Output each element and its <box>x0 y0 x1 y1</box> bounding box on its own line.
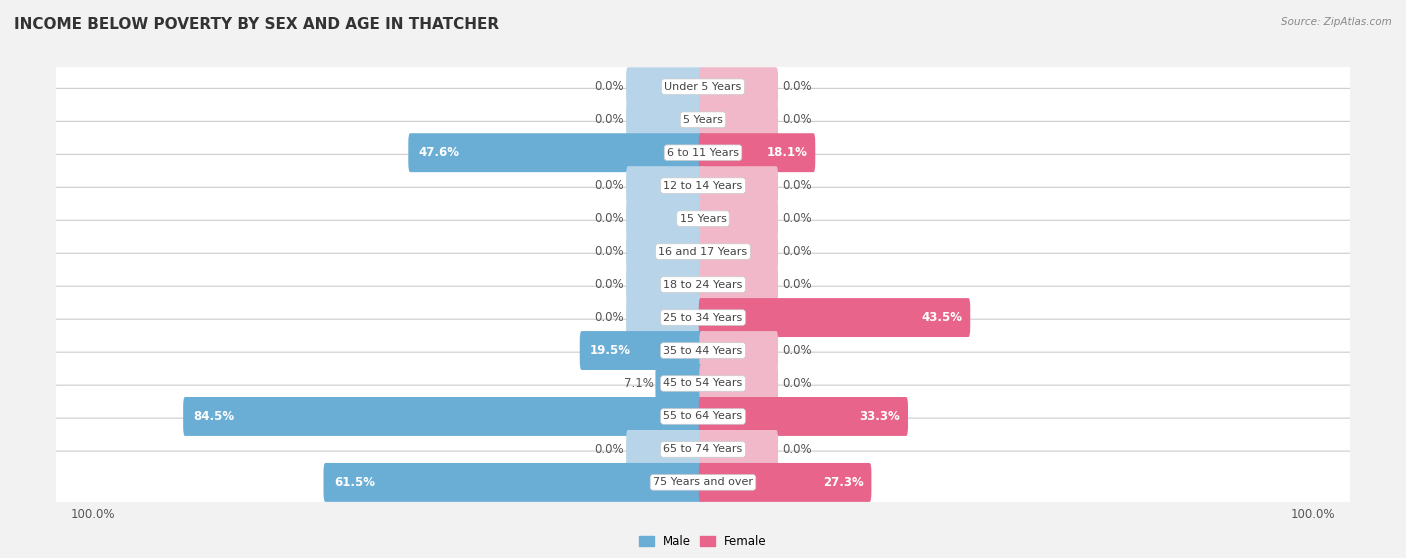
Text: Under 5 Years: Under 5 Years <box>665 81 741 92</box>
Text: 65 to 74 Years: 65 to 74 Years <box>664 444 742 454</box>
FancyBboxPatch shape <box>626 166 704 205</box>
Text: 6 to 11 Years: 6 to 11 Years <box>666 148 740 158</box>
Text: 35 to 44 Years: 35 to 44 Years <box>664 345 742 355</box>
FancyBboxPatch shape <box>699 331 778 370</box>
FancyBboxPatch shape <box>408 133 704 172</box>
FancyBboxPatch shape <box>655 364 704 403</box>
Text: 7.1%: 7.1% <box>624 377 654 390</box>
FancyBboxPatch shape <box>699 68 778 106</box>
FancyBboxPatch shape <box>699 430 778 469</box>
Text: 0.0%: 0.0% <box>782 245 811 258</box>
FancyBboxPatch shape <box>53 253 1353 316</box>
FancyBboxPatch shape <box>699 397 908 436</box>
Text: 0.0%: 0.0% <box>782 179 811 192</box>
Text: 45 to 54 Years: 45 to 54 Years <box>664 378 742 388</box>
FancyBboxPatch shape <box>699 100 778 139</box>
FancyBboxPatch shape <box>699 166 778 205</box>
Text: 27.3%: 27.3% <box>823 476 863 489</box>
FancyBboxPatch shape <box>699 364 778 403</box>
Text: 18.1%: 18.1% <box>766 146 807 159</box>
FancyBboxPatch shape <box>53 418 1353 481</box>
Text: 43.5%: 43.5% <box>921 311 962 324</box>
Text: 0.0%: 0.0% <box>595 443 624 456</box>
FancyBboxPatch shape <box>626 298 704 337</box>
FancyBboxPatch shape <box>53 55 1353 118</box>
FancyBboxPatch shape <box>626 265 704 304</box>
FancyBboxPatch shape <box>53 385 1353 448</box>
Text: 12 to 14 Years: 12 to 14 Years <box>664 181 742 191</box>
Text: Source: ZipAtlas.com: Source: ZipAtlas.com <box>1281 17 1392 27</box>
FancyBboxPatch shape <box>323 463 704 502</box>
FancyBboxPatch shape <box>626 232 704 271</box>
FancyBboxPatch shape <box>626 199 704 238</box>
Text: 19.5%: 19.5% <box>591 344 631 357</box>
Text: 0.0%: 0.0% <box>595 113 624 126</box>
FancyBboxPatch shape <box>699 463 872 502</box>
FancyBboxPatch shape <box>53 155 1353 217</box>
FancyBboxPatch shape <box>699 232 778 271</box>
Legend: Male, Female: Male, Female <box>634 531 772 553</box>
Text: 0.0%: 0.0% <box>595 311 624 324</box>
FancyBboxPatch shape <box>699 199 778 238</box>
Text: 0.0%: 0.0% <box>782 113 811 126</box>
Text: 16 and 17 Years: 16 and 17 Years <box>658 247 748 257</box>
Text: INCOME BELOW POVERTY BY SEX AND AGE IN THATCHER: INCOME BELOW POVERTY BY SEX AND AGE IN T… <box>14 17 499 32</box>
FancyBboxPatch shape <box>699 265 778 304</box>
FancyBboxPatch shape <box>53 187 1353 250</box>
Text: 0.0%: 0.0% <box>595 80 624 93</box>
Text: 0.0%: 0.0% <box>782 377 811 390</box>
Text: 15 Years: 15 Years <box>679 214 727 224</box>
Text: 25 to 34 Years: 25 to 34 Years <box>664 312 742 323</box>
Text: 84.5%: 84.5% <box>194 410 235 423</box>
Text: 33.3%: 33.3% <box>859 410 900 423</box>
Text: 0.0%: 0.0% <box>595 179 624 192</box>
FancyBboxPatch shape <box>53 286 1353 349</box>
FancyBboxPatch shape <box>699 133 815 172</box>
Text: 0.0%: 0.0% <box>782 344 811 357</box>
Text: 0.0%: 0.0% <box>782 278 811 291</box>
Text: 61.5%: 61.5% <box>333 476 375 489</box>
Text: 47.6%: 47.6% <box>419 146 460 159</box>
FancyBboxPatch shape <box>53 451 1353 514</box>
FancyBboxPatch shape <box>579 331 704 370</box>
FancyBboxPatch shape <box>699 298 970 337</box>
Text: 0.0%: 0.0% <box>782 80 811 93</box>
Text: 18 to 24 Years: 18 to 24 Years <box>664 280 742 290</box>
FancyBboxPatch shape <box>183 397 704 436</box>
Text: 0.0%: 0.0% <box>782 443 811 456</box>
Text: 55 to 64 Years: 55 to 64 Years <box>664 411 742 421</box>
Text: 75 Years and over: 75 Years and over <box>652 478 754 488</box>
Text: 0.0%: 0.0% <box>782 212 811 225</box>
FancyBboxPatch shape <box>53 352 1353 415</box>
FancyBboxPatch shape <box>626 68 704 106</box>
FancyBboxPatch shape <box>53 121 1353 184</box>
FancyBboxPatch shape <box>626 430 704 469</box>
FancyBboxPatch shape <box>53 319 1353 382</box>
FancyBboxPatch shape <box>53 220 1353 283</box>
FancyBboxPatch shape <box>53 88 1353 151</box>
Text: 0.0%: 0.0% <box>595 278 624 291</box>
Text: 5 Years: 5 Years <box>683 115 723 125</box>
FancyBboxPatch shape <box>626 100 704 139</box>
Text: 0.0%: 0.0% <box>595 212 624 225</box>
Text: 0.0%: 0.0% <box>595 245 624 258</box>
